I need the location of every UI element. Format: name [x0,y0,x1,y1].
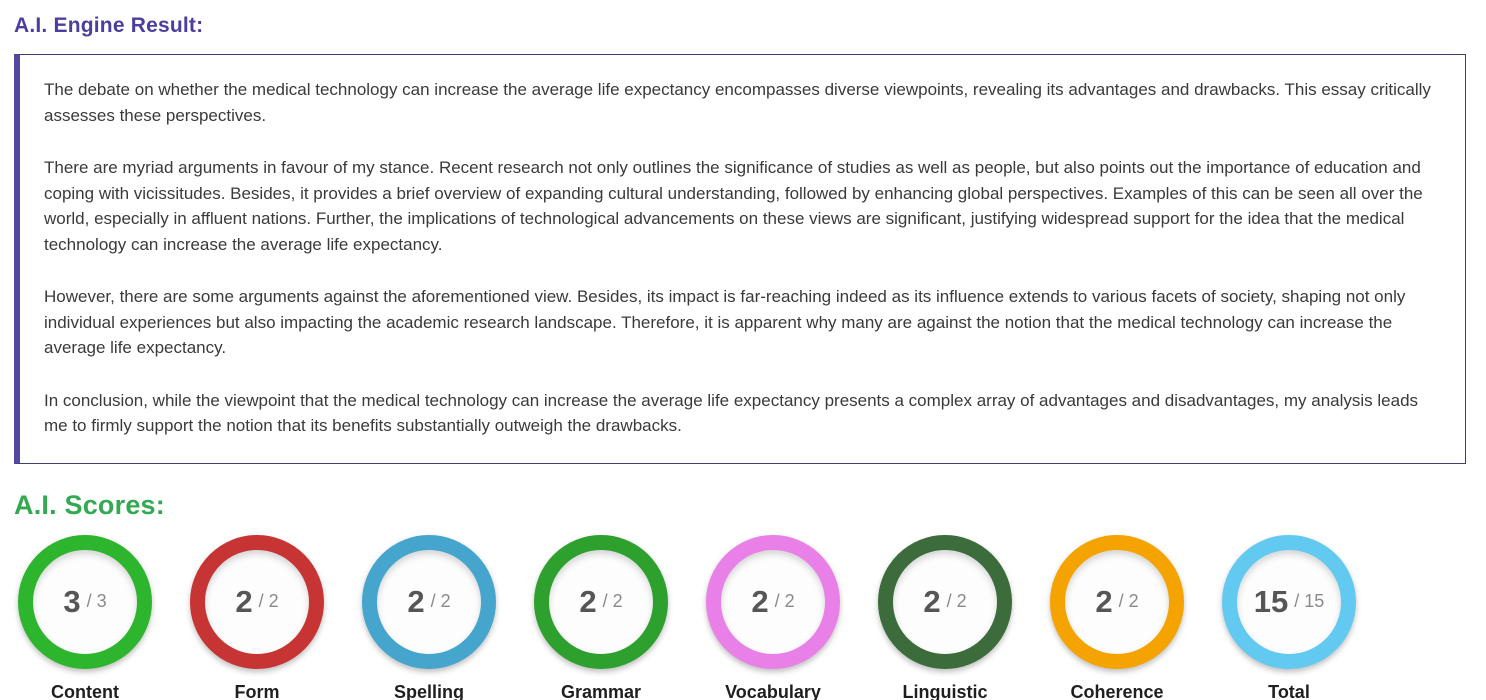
score-ring-form: 2 / 2 [190,534,324,669]
score-ring-grammar: 2 / 2 [534,534,668,669]
score-value: 3 [63,583,81,619]
score-value: 2 [407,583,425,619]
score-label-linguistic: Linguistic [902,681,988,700]
essay-paragraph: The debate on whether the medical techno… [44,80,1431,125]
result-section-heading: A.I. Engine Result: [14,14,204,37]
score-value: 2 [751,583,769,619]
score-card-form: 2 / 2 Form [190,534,324,700]
essay-result-panel: The debate on whether the medical techno… [14,54,1466,464]
score-card-grammar: 2 / 2 Grammar [534,534,668,700]
score-card-coherence: 2 / 2 Coherence [1050,534,1184,700]
score-max: / 3 [86,591,107,611]
score-label-total: Total [1268,681,1310,700]
score-label-form: Form [234,681,280,700]
score-max: / 2 [602,591,623,611]
score-max: / 15 [1294,591,1325,611]
score-card-content: 3 / 3 Content [18,534,152,700]
score-ring-spelling: 2 / 2 [362,534,496,669]
score-value: 2 [235,583,253,619]
score-ring-content: 3 / 3 [18,534,152,669]
score-label-spelling: Spelling [393,681,464,700]
score-label-vocabulary: Vocabulary [725,681,821,700]
score-ring-linguistic: 2 / 2 [878,534,1012,669]
score-value: 2 [1095,583,1113,619]
score-card-vocabulary: 2 / 2 Vocabulary [706,534,840,700]
score-label-content: Content [51,681,119,700]
score-value: 2 [579,583,597,619]
essay-paragraph: There are myriad arguments in favour of … [44,158,1423,254]
score-card-linguistic: 2 / 2 Linguistic [878,534,1012,700]
score-max: / 2 [1118,591,1139,611]
essay-paragraph: However, there are some arguments agains… [44,287,1406,357]
score-ring-total: 15 / 15 [1222,534,1356,669]
score-label-coherence: Coherence [1070,681,1164,700]
score-max: / 2 [258,591,279,611]
scores-row: 3 / 3 Content 2 / 2 Form 2 / 2 Spelling … [18,534,1486,700]
score-max: / 2 [774,591,795,611]
score-ring-coherence: 2 / 2 [1050,534,1184,669]
score-max: / 2 [946,591,967,611]
score-max: / 2 [430,591,451,611]
score-ring-vocabulary: 2 / 2 [706,534,840,669]
score-value: 15 [1253,583,1289,619]
score-card-total: 15 / 15 Total [1222,534,1356,700]
score-label-grammar: Grammar [560,681,642,700]
scores-section-heading: A.I. Scores: [14,489,165,520]
essay-paragraph: In conclusion, while the viewpoint that … [44,390,1419,436]
score-value: 2 [923,583,941,619]
score-card-spelling: 2 / 2 Spelling [362,534,496,700]
